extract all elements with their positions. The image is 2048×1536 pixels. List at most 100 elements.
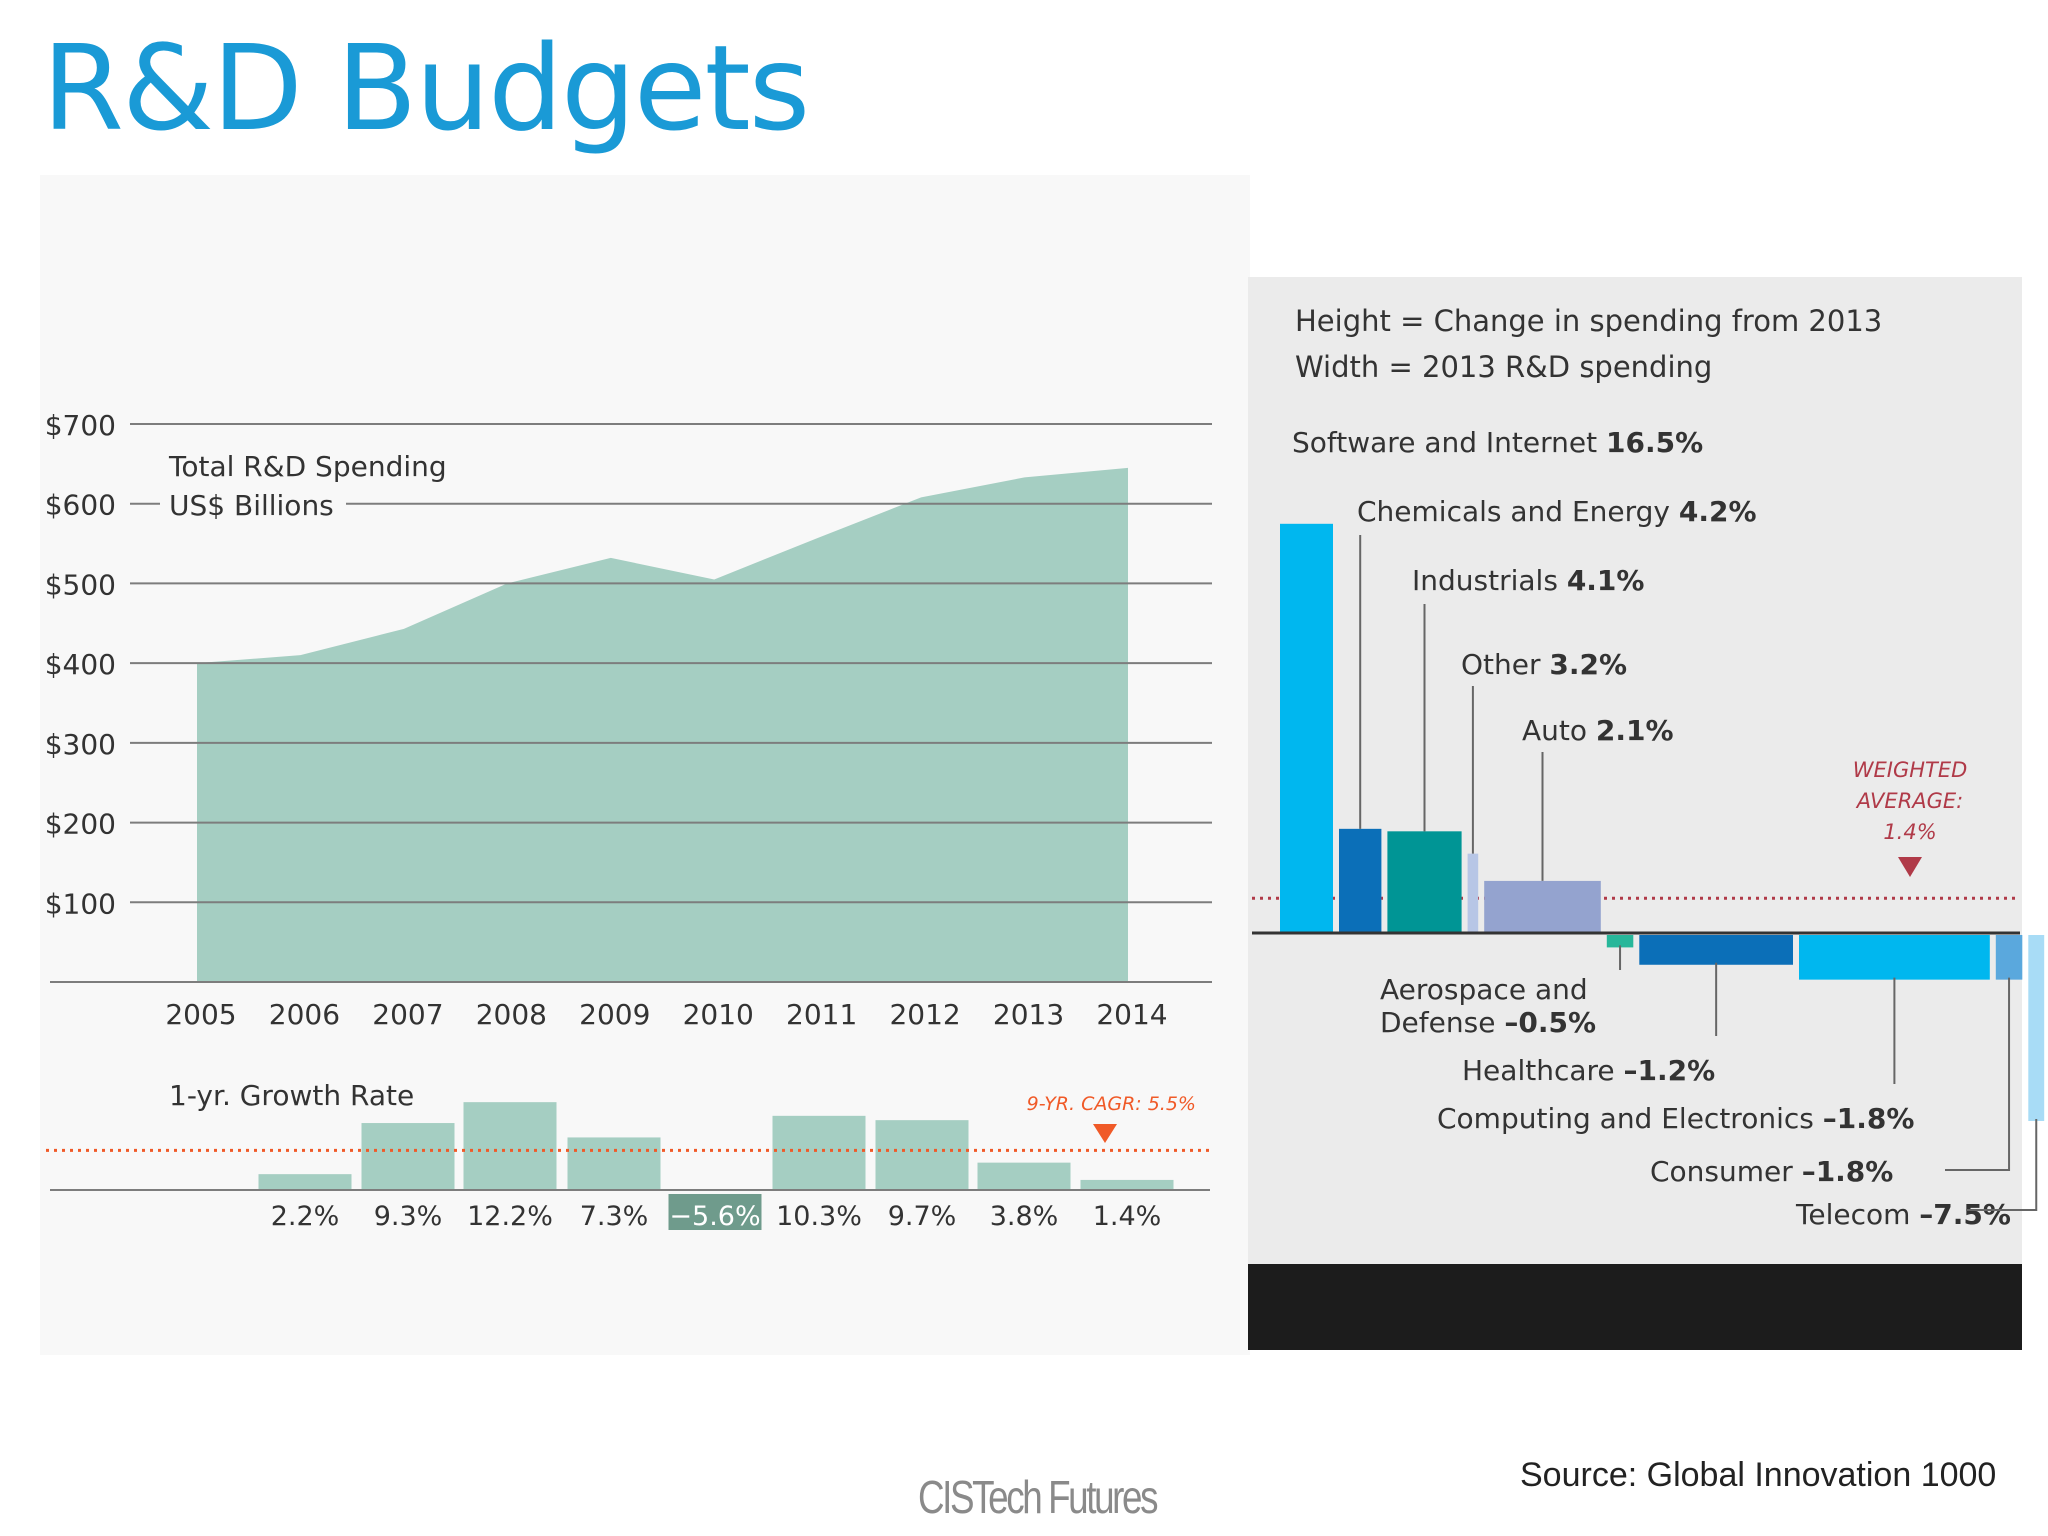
sector-value: –7.5% [1919, 1198, 2011, 1231]
growth-value-label: 10.3% [776, 1201, 862, 1232]
growth-bar [977, 1162, 1071, 1190]
brand-logo-right: Tech Futures [972, 1471, 1158, 1523]
x-tick-label: 2008 [476, 998, 547, 1031]
sector-name: Consumer [1650, 1155, 1802, 1188]
sector-leader-line [1945, 977, 2011, 1171]
sector-leader-line [1966, 1119, 2038, 1211]
brand-logo-left: CIS [918, 1471, 975, 1523]
sector-bar [2028, 935, 2045, 1121]
x-tick-label: 2012 [889, 998, 960, 1031]
growth-chart-title: 1-yr. Growth Rate [169, 1079, 414, 1112]
growth-bar [567, 1137, 661, 1190]
growth-value-label: 9.7% [888, 1201, 957, 1232]
growth-bar [772, 1115, 866, 1190]
sector-name: Other [1461, 648, 1549, 681]
sector-name: Healthcare [1462, 1054, 1624, 1087]
slide-title: R&D Budgets [42, 19, 810, 157]
sector-label: Chemicals and Energy 4.2% [1357, 495, 1757, 528]
weighted-average-label: WEIGHTED [1853, 758, 1968, 782]
growth-value-label: 1.4% [1093, 1201, 1162, 1232]
sector-value: –1.8% [1823, 1102, 1915, 1135]
growth-value-label: 12.2% [467, 1201, 553, 1232]
x-tick-label: 2014 [1096, 998, 1167, 1031]
sector-bar [1606, 935, 1634, 948]
sector-name: Industrials [1412, 564, 1567, 597]
sector-value: 2.1% [1596, 714, 1674, 747]
y-tick-label: $400 [45, 648, 116, 681]
sector-label: Auto 2.1% [1522, 714, 1674, 747]
sector-name: Software and Internet [1292, 426, 1606, 459]
sector-bar [1280, 523, 1333, 933]
cagr-marker [1093, 1124, 1117, 1143]
sector-label: Computing and Electronics –1.8% [1437, 1102, 1914, 1135]
growth-bar-negative [668, 1194, 762, 1230]
black-footer-bar [1248, 1264, 2022, 1350]
sector-value: 4.2% [1679, 495, 1757, 528]
legend-height: Height = Change in spending from 2013 [1295, 304, 1882, 338]
source-note: Source: Global Innovation 1000 [1520, 1456, 1997, 1494]
growth-value-label: 9.3% [374, 1201, 443, 1232]
brand-logo: CISTech Futures [918, 1470, 1158, 1524]
x-tick-label: 2007 [372, 998, 443, 1031]
sector-value: 3.2% [1549, 648, 1627, 681]
area-chart-subtitle: US$ Billions [169, 489, 334, 522]
sector-label: Consumer –1.8% [1650, 1155, 1893, 1188]
weighted-average-label: 1.4% [1883, 820, 1936, 844]
growth-bar [361, 1123, 455, 1190]
sector-value: –1.8% [1802, 1155, 1894, 1188]
y-tick-label: $500 [45, 568, 116, 601]
x-tick-label: 2010 [683, 998, 754, 1031]
sector-label-line2: Defense –0.5% [1380, 1006, 1596, 1039]
sector-name: Defense [1380, 1006, 1504, 1039]
sector-bar [1467, 853, 1479, 933]
sector-value: –1.2% [1624, 1054, 1716, 1087]
y-tick-label: $700 [45, 409, 116, 442]
sector-value: 16.5% [1606, 426, 1703, 459]
y-tick-label: $200 [45, 808, 116, 841]
x-tick-label: 2005 [165, 998, 236, 1031]
x-tick-label: 2013 [993, 998, 1064, 1031]
growth-value-label: 7.3% [580, 1201, 649, 1232]
title-background [160, 445, 346, 527]
x-tick-label: 2011 [786, 998, 857, 1031]
sector-name: Chemicals and Energy [1357, 495, 1679, 528]
area-chart-title: Total R&D Spending [168, 450, 447, 483]
sector-name: Auto [1522, 714, 1596, 747]
sector-name: Telecom [1795, 1198, 1919, 1231]
y-tick-label: $100 [45, 887, 116, 920]
growth-bar [258, 1174, 352, 1190]
sector-name: Computing and Electronics [1437, 1102, 1823, 1135]
x-tick-label: 2009 [579, 998, 650, 1031]
growth-rate-bar-chart: 1-yr. Growth Rate 2.2% 9.3% 12.2% 7.3% −5.6% 1… [46, 1079, 1210, 1232]
total-spending-area-chart: $100 $200 $300 $400 $500 $600 $700 2005 2006 2007… [45, 409, 1212, 1031]
sector-value: 4.1% [1567, 564, 1645, 597]
weighted-average-marker [1898, 857, 1922, 877]
weighted-average-label: AVERAGE: [1855, 789, 1964, 813]
right-chart-panel [1248, 277, 2022, 1264]
sector-bar [1799, 935, 1990, 980]
sector-label: Healthcare –1.2% [1462, 1054, 1715, 1087]
x-tick-label: 2006 [269, 998, 340, 1031]
cagr-label: 9-YR. CAGR: 5.5% [1027, 1093, 1196, 1115]
sector-label: Software and Internet 16.5% [1292, 426, 1703, 459]
y-tick-label: $300 [45, 728, 116, 761]
growth-value-label: 2.2% [271, 1201, 340, 1232]
sector-bar [1639, 935, 1793, 965]
growth-value-label: 3.8% [990, 1201, 1059, 1232]
sector-label-line1: Aerospace and [1380, 973, 1588, 1006]
legend-width: Width = 2013 R&D spending [1295, 350, 1712, 384]
sector-bar [1387, 831, 1462, 933]
sector-bar [1484, 880, 1601, 933]
growth-bar [1080, 1179, 1174, 1190]
growth-bar [463, 1102, 557, 1190]
growth-value-label: −5.6% [669, 1201, 760, 1232]
sector-value: –0.5% [1504, 1006, 1596, 1039]
growth-bar [875, 1120, 969, 1190]
sector-label: Other 3.2% [1461, 648, 1627, 681]
sector-label: Telecom –7.5% [1795, 1198, 2011, 1231]
sector-change-chart: Height = Change in spending from 2013 Wid… [1252, 304, 2045, 1231]
area-series-total-spending [197, 467, 1128, 982]
y-tick-label: $600 [45, 489, 116, 522]
sector-bar [1995, 935, 2023, 980]
